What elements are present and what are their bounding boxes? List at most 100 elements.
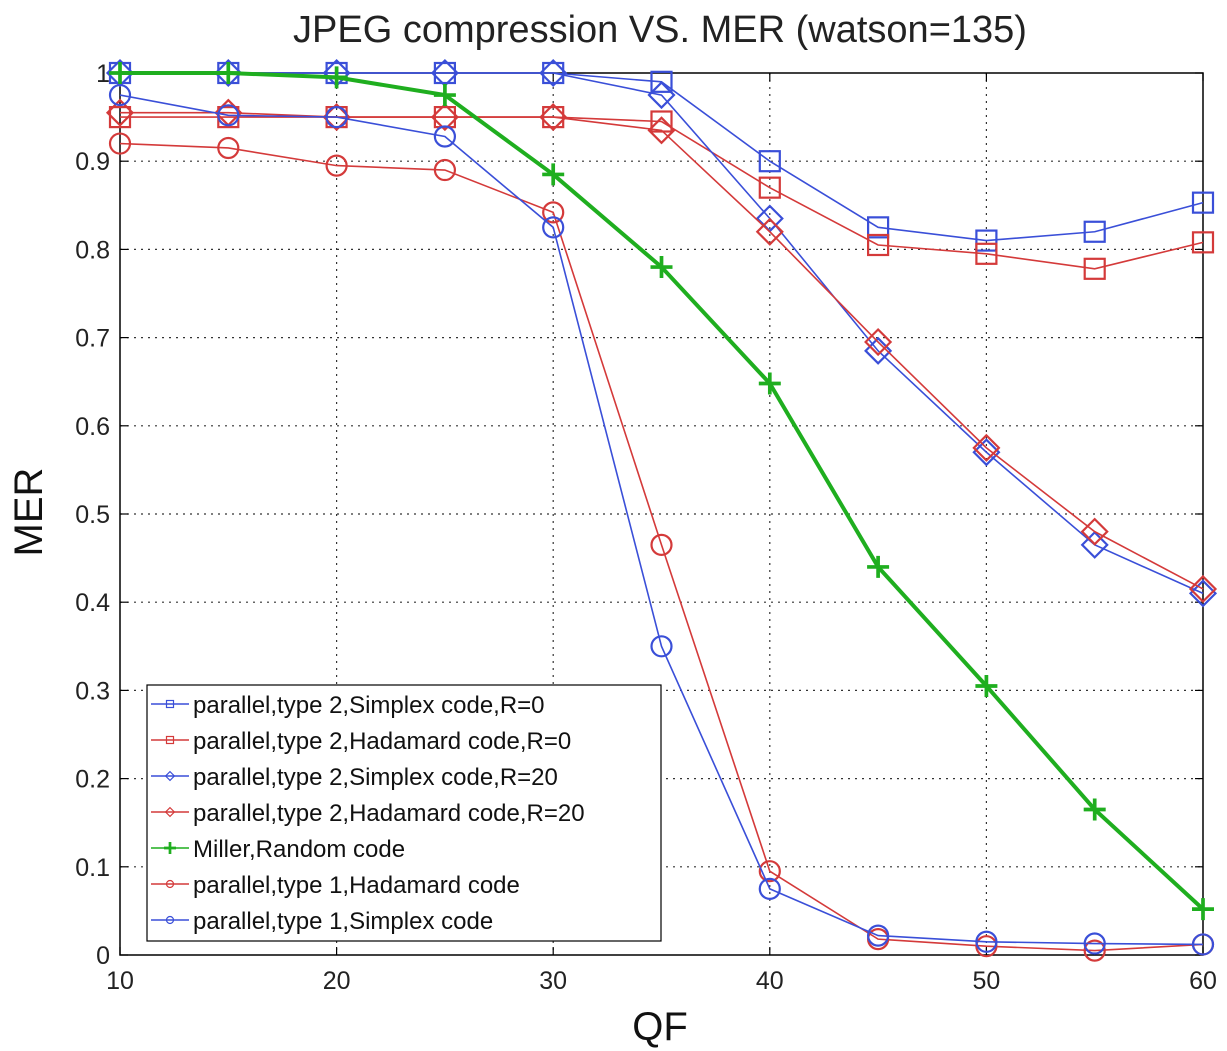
y-tick-label: 0.6	[75, 413, 110, 441]
data-point	[758, 860, 781, 883]
data-point	[758, 176, 781, 199]
legend-label: Miller,Random code	[193, 836, 405, 863]
y-tick-label: 1	[96, 60, 110, 88]
legend-marker	[165, 915, 175, 925]
data-point	[864, 327, 893, 357]
legend-marker	[164, 806, 176, 818]
data-point	[1188, 574, 1218, 604]
data-point	[430, 103, 459, 132]
legend-item: Miller,Random code	[151, 836, 405, 863]
data-point	[866, 924, 890, 947]
y-tick-label: 0.4	[75, 589, 110, 617]
data-point	[867, 555, 890, 578]
series-4	[109, 62, 1214, 921]
y-axis-label: MER	[7, 468, 51, 557]
x-axis-label: QF	[632, 1005, 688, 1049]
series-line	[120, 72, 1204, 595]
legend-marker	[165, 735, 175, 745]
data-point	[650, 256, 673, 279]
legend-label: parallel,type 2,Hadamard code,R=20	[193, 800, 585, 827]
data-point	[105, 98, 135, 127]
x-tick-label: 50	[972, 967, 1000, 995]
y-tick-label: 0.5	[75, 501, 110, 529]
data-point	[108, 83, 132, 107]
series-layer	[105, 58, 1218, 962]
data-point	[1083, 939, 1106, 962]
legend-marker	[164, 842, 176, 854]
legend-label: parallel,type 1,Hadamard code	[193, 872, 520, 899]
data-point	[1080, 517, 1109, 546]
legend-marker	[165, 879, 175, 889]
data-point	[217, 62, 240, 84]
data-point	[539, 58, 568, 88]
legend-item: parallel,type 1,Simplex code	[151, 908, 493, 935]
data-point	[1191, 191, 1215, 214]
series-1	[108, 105, 1215, 280]
data-point	[1083, 220, 1106, 243]
data-point	[647, 116, 676, 145]
data-point	[755, 217, 784, 246]
data-point	[972, 433, 1001, 462]
y-tick-label: 0.1	[75, 854, 110, 882]
legend-item: parallel,type 2,Hadamard code,R=0	[151, 728, 571, 755]
data-point	[1083, 798, 1106, 821]
x-tick-label: 30	[539, 967, 567, 995]
data-point	[1083, 257, 1106, 280]
legend-label: parallel,type 2,Hadamard code,R=0	[193, 728, 571, 755]
data-point	[108, 132, 132, 155]
legend-label: parallel,type 2,Simplex code,R=20	[193, 764, 558, 791]
data-point	[975, 242, 998, 265]
data-point	[650, 533, 673, 556]
data-point	[1080, 530, 1109, 559]
data-point	[542, 201, 565, 224]
data-point	[758, 150, 781, 173]
legend-item: parallel,type 2,Hadamard code,R=20	[151, 800, 585, 827]
series-3	[105, 98, 1218, 604]
data-point	[866, 233, 890, 257]
data-point	[325, 105, 348, 129]
y-tick-label: 0.2	[75, 766, 110, 794]
data-point	[972, 438, 1001, 467]
data-point	[758, 877, 781, 900]
series-line	[119, 142, 1204, 952]
data-point	[647, 80, 676, 110]
data-point	[539, 103, 568, 132]
y-tick-label: 0.8	[75, 236, 110, 264]
legend-item: parallel,type 1,Hadamard code	[151, 872, 520, 899]
data-point	[975, 229, 998, 252]
data-point	[109, 62, 131, 84]
x-tick-label: 10	[106, 967, 134, 995]
legend-marker	[164, 770, 176, 782]
data-point	[650, 70, 673, 93]
y-tick-label: 0.7	[75, 325, 110, 353]
data-point	[1083, 932, 1106, 955]
data-point	[1192, 898, 1214, 921]
legend-label: parallel,type 2,Simplex code,R=0	[193, 692, 545, 719]
data-point	[325, 66, 348, 89]
data-point	[217, 136, 240, 160]
legend-item: parallel,type 2,Simplex code,R=20	[151, 764, 558, 791]
x-tick-label: 20	[323, 967, 351, 995]
legend-label: parallel,type 1,Simplex code	[193, 908, 493, 935]
series-line	[120, 111, 1204, 590]
data-point	[542, 216, 565, 239]
data-point	[975, 930, 998, 953]
data-point	[433, 158, 456, 182]
axis-ticks: 0 0.1 0.2 0.3 0.4 0.5 0.6 0.7 0.8 0.9 1 10 20 30 40 50 6…	[75, 60, 1217, 995]
legend-box	[146, 684, 662, 942]
x-tick-label: 40	[756, 967, 784, 995]
series-6	[108, 83, 1215, 956]
data-point	[325, 154, 348, 177]
y-tick-label: 0	[96, 942, 110, 970]
series-line	[120, 116, 1204, 270]
legend-item: parallel,type 2,Simplex code,R=0	[151, 692, 545, 719]
data-point	[650, 110, 673, 133]
data-point	[1191, 933, 1215, 956]
data-point	[214, 58, 243, 88]
chart-title: JPEG compression VS. MER (watson=135)	[293, 9, 1027, 51]
data-point	[1191, 231, 1215, 254]
series-0	[108, 61, 1215, 252]
data-point	[1188, 579, 1218, 608]
data-point	[866, 216, 890, 239]
data-point	[433, 125, 456, 148]
